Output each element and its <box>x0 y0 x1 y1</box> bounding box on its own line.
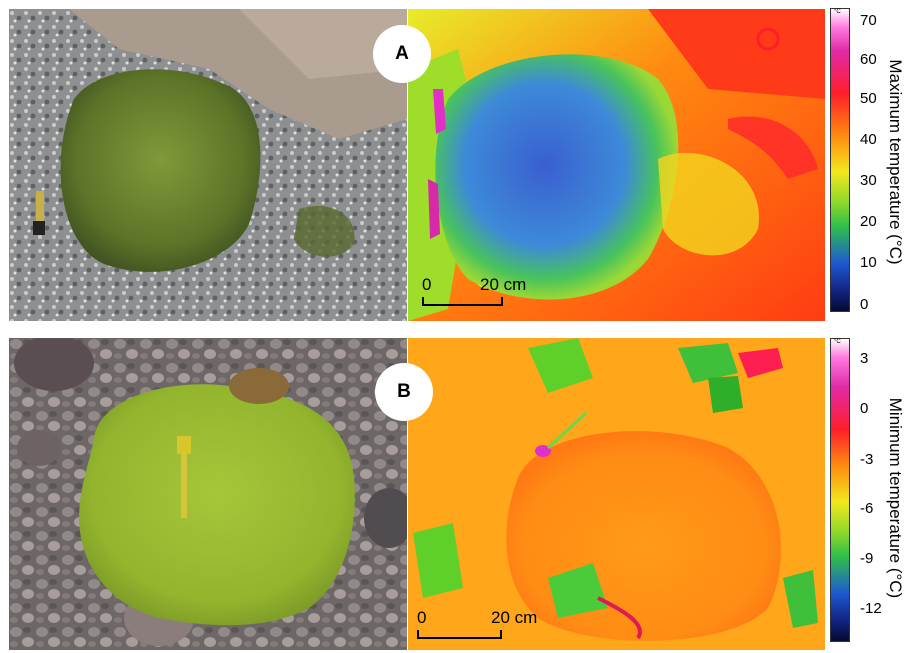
moss-photo-b <box>9 338 407 650</box>
colorbar-tick: 70 <box>860 12 877 29</box>
scale-bar-a: 0 20 cm <box>422 275 562 315</box>
divider-b <box>407 338 408 650</box>
colorbar-tick: 60 <box>860 51 877 68</box>
colorbar-tick: 0 <box>860 296 869 313</box>
scale-bar-zero: 0 <box>417 608 427 627</box>
scale-bar-length: 20 cm <box>480 275 527 294</box>
colorbar-tick: 20 <box>860 213 877 230</box>
colorbar-unit: °C <box>834 339 841 345</box>
colorbar-tick: -12 <box>860 600 882 617</box>
scale-bar-b: 0 20 cm <box>417 608 557 648</box>
scale-bar-zero: 0 <box>422 275 432 294</box>
colorbar-tick: 3 <box>860 350 869 367</box>
divider-a <box>407 9 408 321</box>
colorbar-tick: 10 <box>860 254 877 271</box>
thermal-image-max <box>408 9 825 321</box>
colorbar-min-title: Minimum temperature (°C) <box>886 397 905 599</box>
colorbar-max-title: Maximum temperature (°C) <box>886 59 905 265</box>
moss-photo-a <box>9 9 407 321</box>
colorbar-tick: 50 <box>860 90 877 107</box>
measuring-tape-b <box>181 443 187 518</box>
panel-b-label: B <box>375 363 433 421</box>
colorbar-tick: -9 <box>860 550 874 567</box>
colorbar-min: °C <box>830 338 850 642</box>
colorbar-tick: -6 <box>860 500 874 517</box>
thermal-image-min <box>408 338 825 650</box>
colorbar-tick: 0 <box>860 400 869 417</box>
colorbar-tick: 30 <box>860 172 877 189</box>
panel-b: B 0 20 cm <box>9 338 825 650</box>
panel-a-label: A <box>373 25 431 83</box>
scale-bar-length: 20 cm <box>491 608 538 627</box>
colorbar-max: °C <box>830 8 850 312</box>
colorbar-tick: 40 <box>860 131 877 148</box>
colorbar-unit: °C <box>834 9 841 15</box>
panel-a: A 0 20 cm <box>9 9 825 321</box>
colorbar-tick: -3 <box>860 451 874 468</box>
measuring-tape-a <box>36 191 44 231</box>
